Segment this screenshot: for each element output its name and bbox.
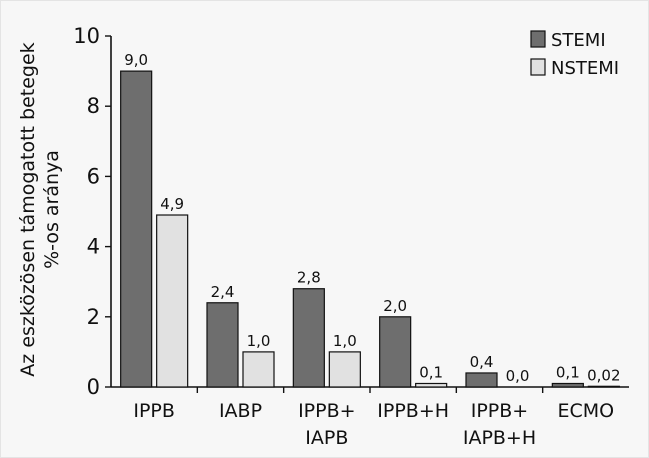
x-category-label: IAPB <box>305 427 348 449</box>
x-category-label: ECMO <box>558 400 615 422</box>
x-category-label: IPPB+ <box>298 400 355 422</box>
legend-label-nstemi: NSTEMI <box>551 58 619 79</box>
legend-label-stemi: STEMI <box>551 30 606 51</box>
x-category-label: IPPB <box>133 400 175 422</box>
bar-stemi <box>292 288 325 388</box>
y-axis-title: Az eszközösen támogatott betegek %-os ará… <box>17 42 63 376</box>
bar-value-label: 0,1 <box>556 363 580 381</box>
bar-value-label: 9,0 <box>124 51 148 69</box>
legend-swatch-nstemi <box>530 58 546 76</box>
y-tick-label: 6 <box>87 164 100 188</box>
bar-value-label: 2,0 <box>383 297 407 315</box>
bar-value-label: 1,0 <box>333 332 357 350</box>
bar-value-label: 1,0 <box>247 332 271 350</box>
bar-stemi <box>379 316 412 388</box>
bar-stemi <box>120 70 153 388</box>
legend-swatch-stemi <box>530 30 546 48</box>
bar-stemi <box>206 302 239 388</box>
y-tick-label: 4 <box>87 235 100 259</box>
y-tick-label: 2 <box>87 305 100 329</box>
x-category-label: IABP <box>219 400 262 422</box>
bar-value-label: 0,4 <box>470 353 494 371</box>
x-category-label: IPPB+ <box>471 400 528 422</box>
bar-nstemi <box>242 351 275 388</box>
y-tick-label: 8 <box>87 94 100 118</box>
bar-value-label: 2,4 <box>211 283 235 301</box>
x-category-label: IAPB+H <box>463 427 536 449</box>
y-axis-title-line: %-os aránya <box>41 150 63 269</box>
bar-value-label: 2,8 <box>297 269 321 287</box>
bar-nstemi <box>415 382 448 388</box>
bar-value-label: 0,0 <box>506 367 530 385</box>
y-axis-title-line: Az eszközösen támogatott betegek <box>17 42 39 376</box>
bar-nstemi <box>328 351 361 388</box>
bar-value-label: 4,9 <box>160 195 184 213</box>
y-tick-label: 0 <box>87 375 100 399</box>
bar-value-label: 0,1 <box>419 363 443 381</box>
bar-value-label: 0,02 <box>587 366 620 384</box>
bar-nstemi <box>587 385 620 388</box>
y-tick-label: 10 <box>73 24 100 48</box>
bar-nstemi <box>156 214 189 388</box>
bar-stemi <box>551 382 584 388</box>
bar-stemi <box>465 372 498 388</box>
x-category-label: IPPB+H <box>377 400 449 422</box>
